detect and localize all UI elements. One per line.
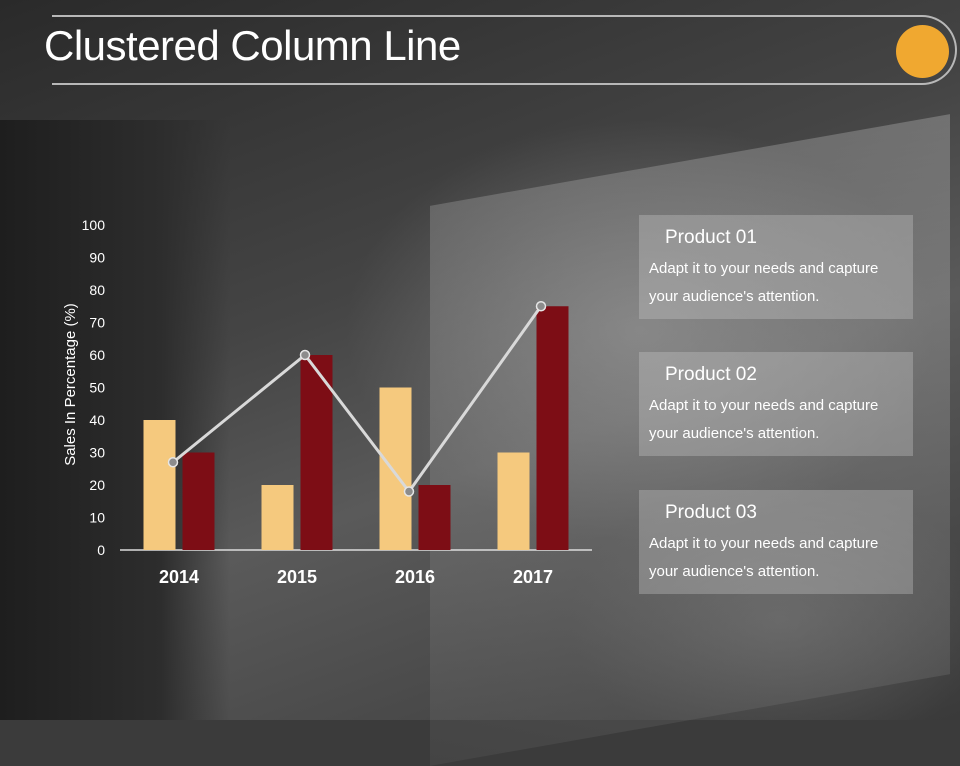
line-point bbox=[535, 301, 547, 312]
y-tick-label: 50 bbox=[89, 380, 105, 396]
panel-title: Product 03 bbox=[665, 502, 757, 523]
product-panel-02: Product 02 Adapt it to your needs and ca… bbox=[639, 352, 913, 456]
y-tick-label: 0 bbox=[97, 542, 105, 558]
title-frame bbox=[52, 15, 957, 85]
panel-title: Product 01 bbox=[665, 227, 757, 248]
bar bbox=[261, 485, 294, 550]
bar bbox=[143, 420, 176, 550]
line-point bbox=[167, 457, 179, 468]
y-tick-label: 10 bbox=[89, 510, 105, 526]
bar bbox=[300, 355, 333, 550]
y-tick-label: 70 bbox=[89, 315, 105, 331]
line-series bbox=[172, 305, 543, 493]
bar bbox=[536, 306, 569, 550]
panel-text: Adapt it to your needs and capture your … bbox=[649, 260, 879, 305]
clustered-column-line-chart: 0 10 20 30 40 50 60 70 80 90 100 Sales In Percentag… bbox=[62, 217, 592, 587]
y-tick-label: 30 bbox=[89, 445, 105, 461]
product-panel-03: Product 03 Adapt it to your needs and ca… bbox=[639, 490, 913, 594]
bar bbox=[418, 485, 451, 550]
product-panel-01: Product 01 Adapt it to your needs and ca… bbox=[639, 215, 913, 319]
background-suit bbox=[0, 120, 230, 720]
bar bbox=[497, 452, 530, 550]
x-tick-label: 2015 bbox=[277, 567, 317, 587]
x-tick-label: 2017 bbox=[513, 567, 553, 587]
x-tick-label: 2016 bbox=[395, 567, 435, 587]
panel-text: Adapt it to your needs and capture your … bbox=[649, 535, 879, 580]
panel-text: Adapt it to your needs and capture your … bbox=[649, 397, 879, 442]
y-tick-label: 90 bbox=[89, 250, 105, 266]
bar bbox=[379, 387, 412, 550]
y-tick-label: 80 bbox=[89, 282, 105, 298]
y-tick-label: 60 bbox=[89, 347, 105, 363]
line-point bbox=[299, 349, 311, 361]
slide-title: Clustered Column Line bbox=[44, 22, 461, 69]
y-tick-label: 100 bbox=[82, 217, 106, 233]
bar bbox=[182, 452, 215, 550]
panel-title: Product 02 bbox=[665, 364, 757, 385]
x-tick-label: 2014 bbox=[159, 567, 199, 587]
line-point bbox=[403, 486, 415, 497]
y-tick-label: 40 bbox=[89, 412, 105, 428]
y-axis-title: Sales In Percentage (%) bbox=[62, 303, 79, 466]
y-tick-label: 20 bbox=[89, 477, 105, 493]
accent-circle bbox=[896, 25, 949, 78]
